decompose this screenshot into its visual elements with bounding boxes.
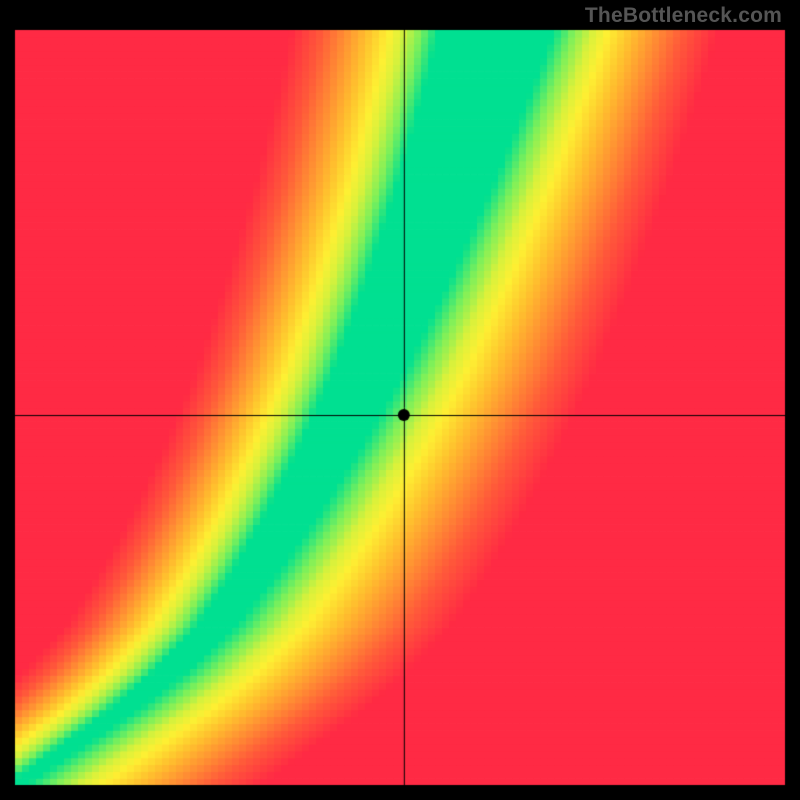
- heatmap-canvas: [0, 0, 800, 800]
- chart-container: TheBottleneck.com: [0, 0, 800, 800]
- watermark-text: TheBottleneck.com: [585, 4, 782, 28]
